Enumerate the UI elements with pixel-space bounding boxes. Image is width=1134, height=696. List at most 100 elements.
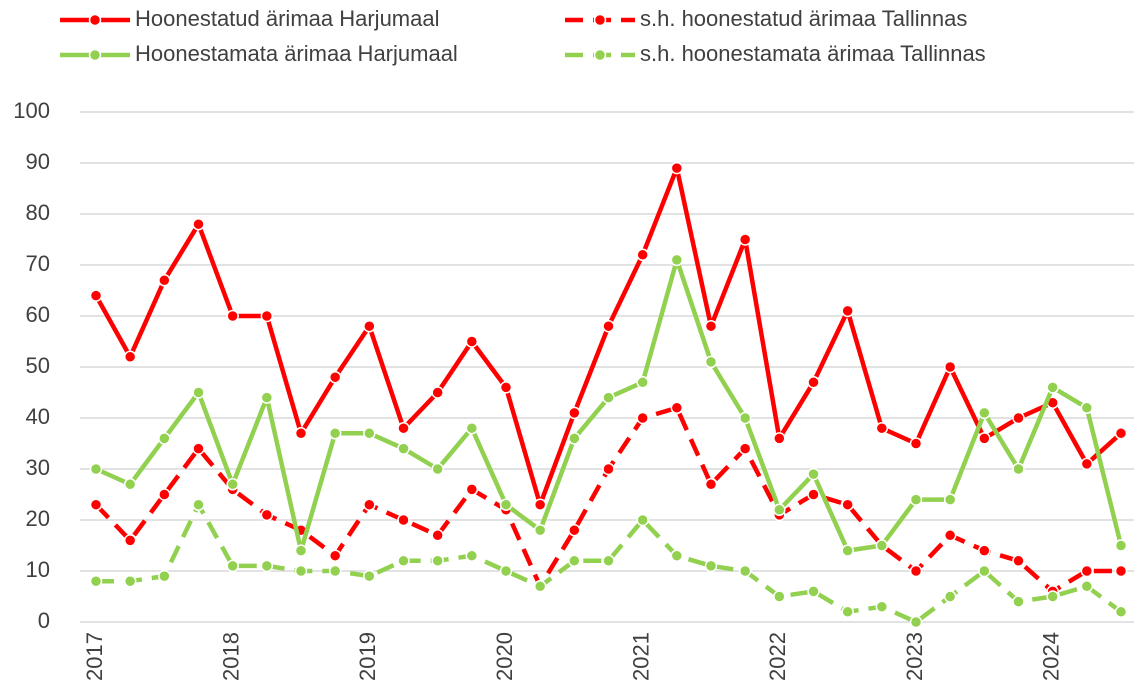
legend-label: Hoonestamata ärimaa Harjumaal xyxy=(135,41,458,66)
y-tick-label: 0 xyxy=(38,608,50,633)
point xyxy=(807,585,820,598)
point xyxy=(158,488,171,501)
x-tick-label: 2020 xyxy=(492,632,517,681)
point xyxy=(670,253,684,267)
point xyxy=(363,427,376,440)
point xyxy=(738,442,752,455)
point xyxy=(738,411,752,425)
point xyxy=(158,569,171,583)
point xyxy=(123,534,137,547)
legend-label: s.h. hoonestamata ärimaa Tallinnas xyxy=(640,41,986,66)
point xyxy=(909,493,923,506)
point xyxy=(909,615,923,629)
point xyxy=(465,335,479,348)
point xyxy=(89,462,103,476)
point xyxy=(602,391,615,404)
point xyxy=(943,529,957,542)
y-tick-label: 50 xyxy=(26,353,50,378)
point xyxy=(636,248,649,262)
point xyxy=(568,432,581,445)
point xyxy=(89,498,103,511)
point xyxy=(1114,427,1128,440)
point xyxy=(328,427,342,440)
x-tick-label: 2022 xyxy=(765,632,790,681)
y-tick-label: 100 xyxy=(13,98,50,123)
point xyxy=(602,319,615,333)
point xyxy=(431,554,444,568)
point xyxy=(602,554,615,568)
point xyxy=(1114,564,1128,578)
point xyxy=(841,605,854,619)
point xyxy=(807,376,820,389)
y-tick-label: 20 xyxy=(26,506,50,531)
point xyxy=(875,421,889,435)
legend-label: Hoonestatud ärimaa Harjumaal xyxy=(135,6,440,31)
point xyxy=(431,386,444,399)
y-tick-label: 90 xyxy=(26,149,50,174)
point xyxy=(670,401,684,415)
point xyxy=(636,411,649,425)
point xyxy=(465,549,479,562)
point xyxy=(260,508,274,522)
point xyxy=(943,360,957,374)
point xyxy=(568,554,581,568)
point xyxy=(397,421,410,435)
point xyxy=(294,564,308,578)
point xyxy=(1012,411,1025,425)
point xyxy=(431,529,444,542)
x-tick-label: 2018 xyxy=(218,632,243,681)
y-tick-label: 80 xyxy=(26,200,50,225)
point xyxy=(1114,605,1128,619)
point xyxy=(704,559,718,573)
x-tick-label: 2024 xyxy=(1038,632,1063,681)
point xyxy=(602,462,615,476)
point xyxy=(773,503,786,517)
point xyxy=(1046,590,1059,603)
point xyxy=(1114,539,1128,552)
point xyxy=(533,580,547,593)
x-tick-label: 2021 xyxy=(628,632,653,681)
point xyxy=(431,462,444,476)
point xyxy=(943,590,957,603)
point xyxy=(807,467,820,481)
point xyxy=(1080,564,1094,578)
point xyxy=(89,289,103,302)
point xyxy=(704,355,718,369)
point xyxy=(397,442,410,455)
point xyxy=(670,549,684,562)
point xyxy=(499,564,513,578)
point xyxy=(397,513,410,527)
x-tick-label: 2017 xyxy=(82,632,107,681)
point xyxy=(636,376,649,389)
point xyxy=(1080,457,1094,471)
point xyxy=(875,539,889,552)
point xyxy=(363,569,376,583)
point xyxy=(704,478,718,491)
point xyxy=(909,437,923,450)
point xyxy=(738,233,752,246)
point xyxy=(533,523,547,537)
point xyxy=(875,600,889,613)
point xyxy=(499,381,513,394)
point xyxy=(260,391,274,404)
point xyxy=(704,319,718,333)
point xyxy=(1080,401,1094,415)
point xyxy=(978,544,991,557)
point xyxy=(363,319,376,333)
point xyxy=(807,488,820,501)
point xyxy=(1012,554,1025,568)
point xyxy=(841,304,854,318)
point xyxy=(909,564,923,578)
point xyxy=(670,161,684,175)
point xyxy=(465,421,479,435)
point xyxy=(226,478,239,491)
y-tick-label: 30 xyxy=(26,455,50,480)
point xyxy=(568,523,581,537)
x-tick-label: 2019 xyxy=(355,632,380,681)
y-tick-label: 10 xyxy=(26,557,50,582)
point xyxy=(226,309,239,323)
point xyxy=(1012,462,1025,476)
point xyxy=(192,498,205,511)
point xyxy=(1012,595,1025,608)
